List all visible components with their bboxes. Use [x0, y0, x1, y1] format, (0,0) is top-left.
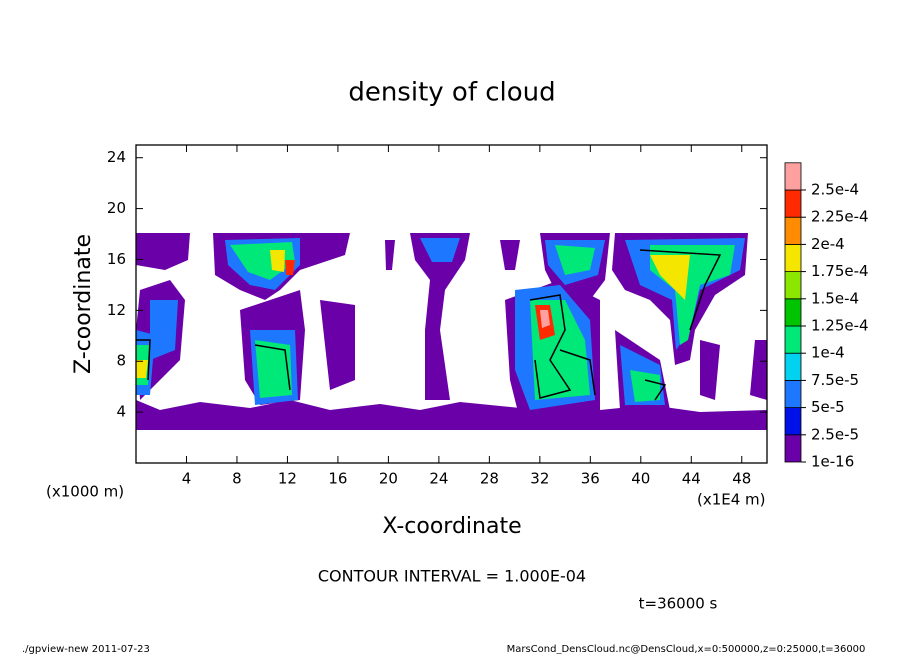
- colorbar-label: 2e-4: [811, 235, 845, 253]
- colorbar-swatch: [784, 325, 802, 354]
- contour-region: [136, 400, 767, 430]
- x-tick-label: 36: [581, 470, 600, 488]
- colorbar-label: 5e-5: [811, 398, 845, 416]
- colorbar-swatch: [784, 352, 802, 381]
- x-tick-label: 40: [631, 470, 650, 488]
- annotation: ./gpview-new 2011-07-23: [22, 644, 150, 654]
- colorbar-swatch: [784, 434, 802, 463]
- colorbar-swatch: [784, 271, 802, 300]
- colorbar-swatch: [784, 216, 802, 245]
- x-tick-label: 44: [682, 470, 701, 488]
- colorbar-label: 7.5e-5: [811, 371, 859, 389]
- colorbar-label: 1.5e-4: [811, 289, 859, 307]
- x-axis-label: X-coordinate: [382, 514, 521, 539]
- colorbar-label: 2.5e-4: [811, 181, 859, 199]
- annotation: CONTOUR INTERVAL = 1.000E-04: [318, 567, 586, 586]
- colorbar-swatch: [784, 407, 802, 436]
- colorbar-label: 1.25e-4: [811, 317, 869, 335]
- contour-field: [136, 233, 767, 430]
- y-tick-label: 8: [116, 352, 126, 370]
- plot-frame: [135, 144, 768, 464]
- annotation: MarsCond_DensCloud.nc@DensCloud,x=0:5000…: [507, 644, 866, 654]
- y-axis-label: Z-coordinate: [71, 234, 96, 374]
- y-tick-label: 16: [107, 250, 126, 268]
- y-tick-label: 12: [107, 301, 126, 319]
- x-tick-label: 32: [530, 470, 549, 488]
- x-tick-label: 12: [278, 470, 297, 488]
- x-tick-label: 8: [232, 470, 242, 488]
- colorbar-label: 1e-4: [811, 344, 845, 362]
- colorbar-swatch: [784, 379, 802, 408]
- y-tick-label: 24: [107, 148, 126, 166]
- x-tick-label: 24: [429, 470, 448, 488]
- colorbar-swatch: [784, 189, 802, 218]
- annotation: t=36000 s: [639, 595, 718, 613]
- x-tick-label: 20: [379, 470, 398, 488]
- x-tick-label: 28: [480, 470, 499, 488]
- colorbar-label: 2.5e-5: [811, 425, 859, 443]
- annotation: (x1E4 m): [697, 491, 766, 509]
- x-tick-label: 4: [182, 470, 192, 488]
- y-tick-label: 20: [107, 199, 126, 217]
- x-tick-label: 16: [328, 470, 347, 488]
- y-tick-label: 4: [116, 403, 126, 421]
- colorbar-label: 2.25e-4: [811, 208, 869, 226]
- colorbar-label: 1.75e-4: [811, 262, 869, 280]
- colorbar-label: 1e-16: [811, 453, 854, 471]
- annotation: (x1000 m): [46, 483, 124, 501]
- chart-title: density of cloud: [348, 78, 555, 108]
- colorbar-swatch: [784, 298, 802, 327]
- colorbar-swatch: [784, 243, 802, 272]
- colorbar-swatch: [784, 162, 802, 191]
- x-tick-label: 48: [732, 470, 751, 488]
